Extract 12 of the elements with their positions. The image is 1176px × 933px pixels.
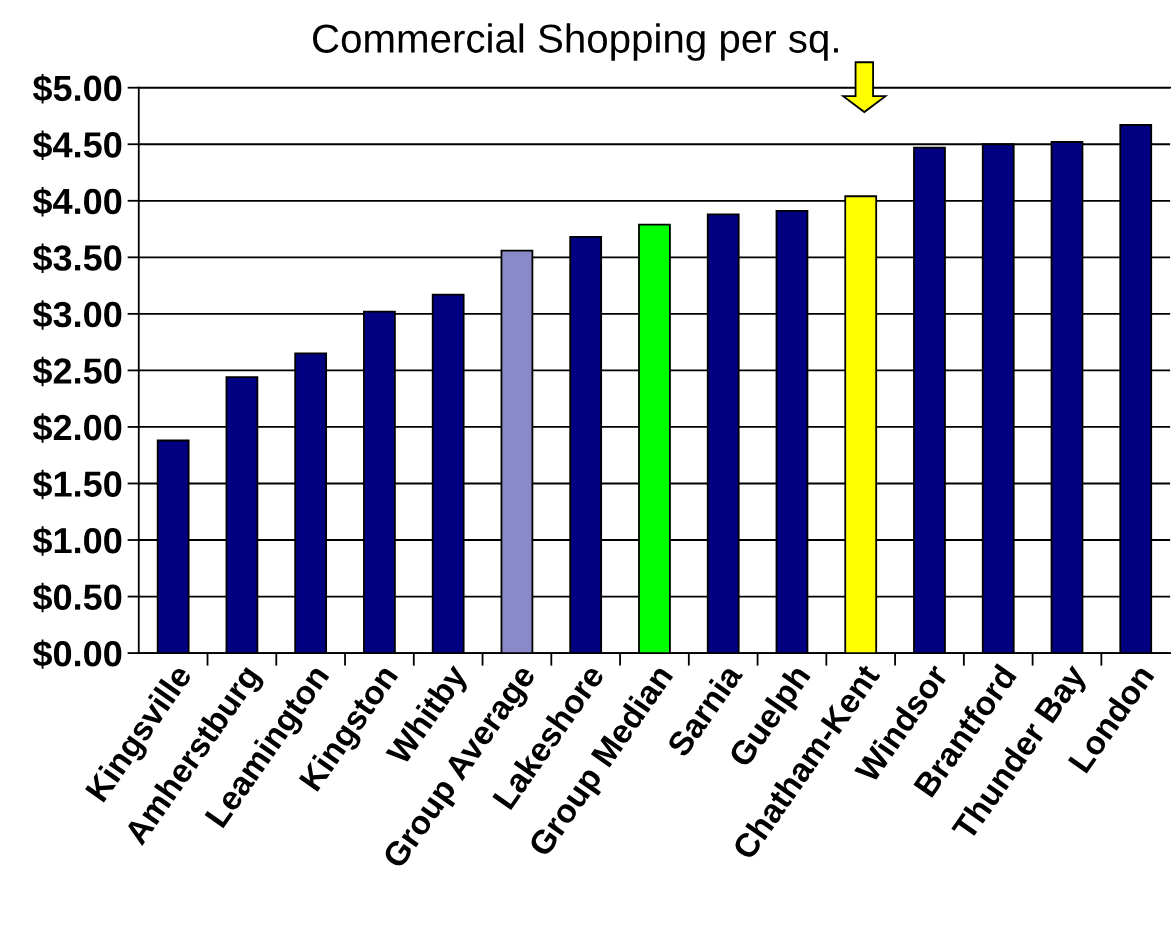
y-tick-label: $2.00 (32, 413, 122, 443)
y-tick-label: $3.00 (32, 300, 122, 330)
y-tick-label: $4.50 (32, 130, 122, 161)
chart-title: Commercial Shopping per sq. (313, 23, 838, 61)
y-tick-label: $2.50 (32, 356, 122, 387)
y-tick-label: $1.50 (32, 469, 122, 500)
y-tick-label: $3.50 (32, 243, 122, 274)
y-tick-label: $1.00 (32, 526, 122, 556)
y-tick-label: $4.00 (32, 187, 122, 217)
y-tick-label: $5.00 (32, 73, 122, 104)
y-tick-label: $0.00 (32, 639, 122, 669)
y-tick-label: $0.50 (32, 582, 122, 613)
